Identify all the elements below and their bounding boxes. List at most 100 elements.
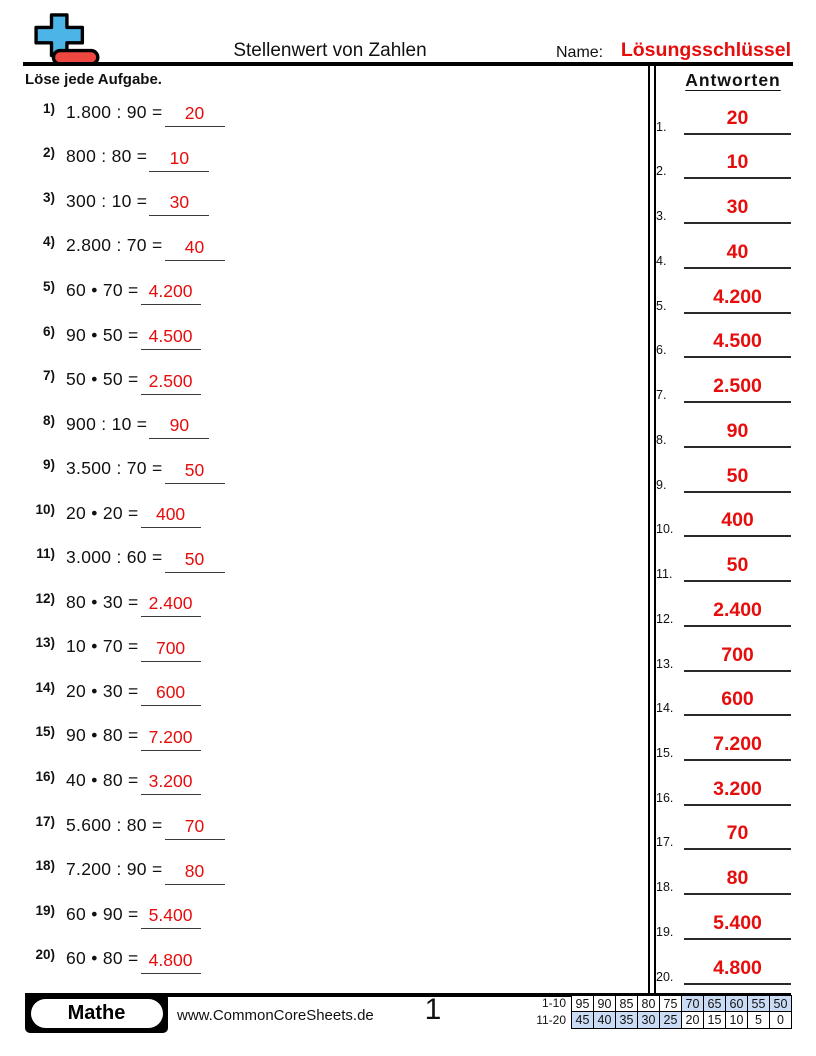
problem-number: 18) [35,858,55,874]
problem-row: 13) 10 • 70 = 700 [25,625,625,670]
problem-number: 15) [35,724,55,740]
column-divider-double-line [648,64,656,993]
score-cell: 25 [659,1011,682,1029]
plus-minus-logo-icon [26,12,104,66]
answer-number: 13. [656,656,674,671]
problem-answer-blank: 40 [164,237,225,261]
answer-row: 16. 3.200 [656,761,806,806]
problem-row: 9) 3.500 : 70 = 50 [25,446,625,491]
problem-number: 20) [35,947,55,963]
answer-row: 13. 700 [656,627,806,672]
problem-answer-blank: 2.400 [140,593,201,618]
answer-row: 2. 10 [656,135,806,180]
answer-value-line: 3.200 [684,778,791,806]
problem-answer-blank: 3.200 [140,771,201,796]
problem-expression: 40 • 80 = [66,769,139,790]
problem-answer-blank: 2.500 [140,371,201,395]
score-row-1: 1-10 95 90 85 80 75 70 65 60 [524,995,792,1013]
problem-row: 10) 20 • 20 = 400 [25,491,625,536]
problem-expression: 7.200 : 90 = [66,859,163,880]
problem-row: 7) 50 • 50 = 2.500 [25,357,625,402]
problem-row: 14) 20 • 30 = 600 [25,669,625,714]
answer-value-line: 10 [684,151,791,180]
problem-answer-blank: 4.800 [140,950,201,974]
problem-expression: 60 • 90 = [66,903,139,924]
problem-row: 15) 90 • 80 = 7.200 [25,714,625,759]
problem-row: 20) 60 • 80 = 4.800 [25,936,625,981]
answer-row: 19. 5.400 [656,895,806,940]
problem-expression: 900 : 10 = [66,413,148,434]
problem-expression: 3.500 : 70 = [66,458,163,479]
answer-row: 18. 80 [656,850,806,896]
answer-number: 1. [656,119,667,134]
answer-row: 8. 90 [656,403,806,448]
answer-list: 1. 20 2. 10 3. 30 4. 40 5. 4.200 [656,90,806,985]
problem-number: 17) [35,813,55,829]
problem-expression: 90 • 80 = [66,725,139,746]
problem-row: 1) 1.800 : 90 = 20 [25,90,625,135]
problem-number: 7) [42,368,55,384]
answer-number: 7. [656,388,667,403]
answer-number: 2. [656,164,667,179]
problem-expression: 800 : 80 = [66,146,148,167]
answer-row: 14. 600 [656,672,806,717]
score-cell: 20 [681,1011,704,1029]
answer-row: 6. 4.500 [656,314,806,359]
problem-answer-blank: 50 [164,460,225,484]
answer-value-line: 50 [684,465,791,493]
problem-expression: 90 • 50 = [66,324,139,345]
answer-row: 7. 2.500 [656,358,806,404]
problem-answer-blank: 400 [140,504,201,529]
score-cell: 30 [637,1011,660,1029]
score-row-label: 1-10 [541,996,566,1010]
answer-value-line: 2.500 [684,375,791,404]
website-url: www.CommonCoreSheets.de [177,1007,374,1024]
problem-expression: 60 • 80 = [66,948,139,969]
answer-number: 6. [656,343,667,358]
problem-row: 12) 80 • 30 = 2.400 [25,580,625,625]
answer-value-line: 50 [684,554,791,583]
problem-row: 18) 7.200 : 90 = 80 [25,847,625,892]
score-cell: 60 [725,995,748,1013]
problem-expression: 1.800 : 90 = [66,101,163,122]
answer-row: 17. 70 [656,806,806,851]
answer-value-line: 70 [684,822,791,851]
problem-answer-blank: 4.500 [140,326,201,350]
answer-value-line: 80 [684,867,791,896]
answer-value-line: 20 [684,107,791,135]
score-cells: 45 40 35 30 25 20 15 10 5 0 [571,1011,792,1029]
answer-value-line: 7.200 [684,733,791,762]
problem-expression: 300 : 10 = [66,190,148,211]
answer-value-line: 700 [684,644,791,672]
subject-badge: Mathe [25,993,168,1033]
problem-row: 3) 300 : 10 = 30 [25,179,625,224]
problem-answer-blank: 4.200 [140,281,201,306]
problem-expression: 20 • 30 = [66,680,139,701]
score-table: 1-10 95 90 85 80 75 70 65 60 [524,995,792,1029]
answer-number: 20. [656,969,674,984]
answer-value-line: 5.400 [684,912,791,940]
problem-number: 4) [42,234,55,250]
answer-row: 10. 400 [656,493,806,538]
problem-expression: 3.000 : 60 = [66,547,163,568]
answer-row: 1. 20 [656,90,806,135]
problem-number: 9) [42,457,55,473]
score-cell: 0 [769,1011,792,1029]
problem-number: 13) [35,635,55,651]
score-cell: 45 [571,1011,594,1029]
problem-row: 2) 800 : 80 = 10 [25,135,625,180]
answer-number: 8. [656,432,667,447]
problem-answer-blank: 600 [140,682,201,707]
problem-expression: 2.800 : 70 = [66,235,163,256]
answer-key-label: Lösungsschlüssel [620,39,791,61]
problem-row: 17) 5.600 : 80 = 70 [25,803,625,848]
answer-row: 9. 50 [656,448,806,493]
header-divider-line [23,62,793,66]
answer-value-line: 400 [684,509,791,538]
name-label: Name: [556,44,604,61]
score-cell: 5 [747,1011,770,1029]
answer-value-line: 600 [684,688,791,717]
problem-number: 6) [42,323,55,339]
answer-number: 12. [656,611,674,626]
instructions-text: Löse jede Aufgabe. [25,71,162,88]
